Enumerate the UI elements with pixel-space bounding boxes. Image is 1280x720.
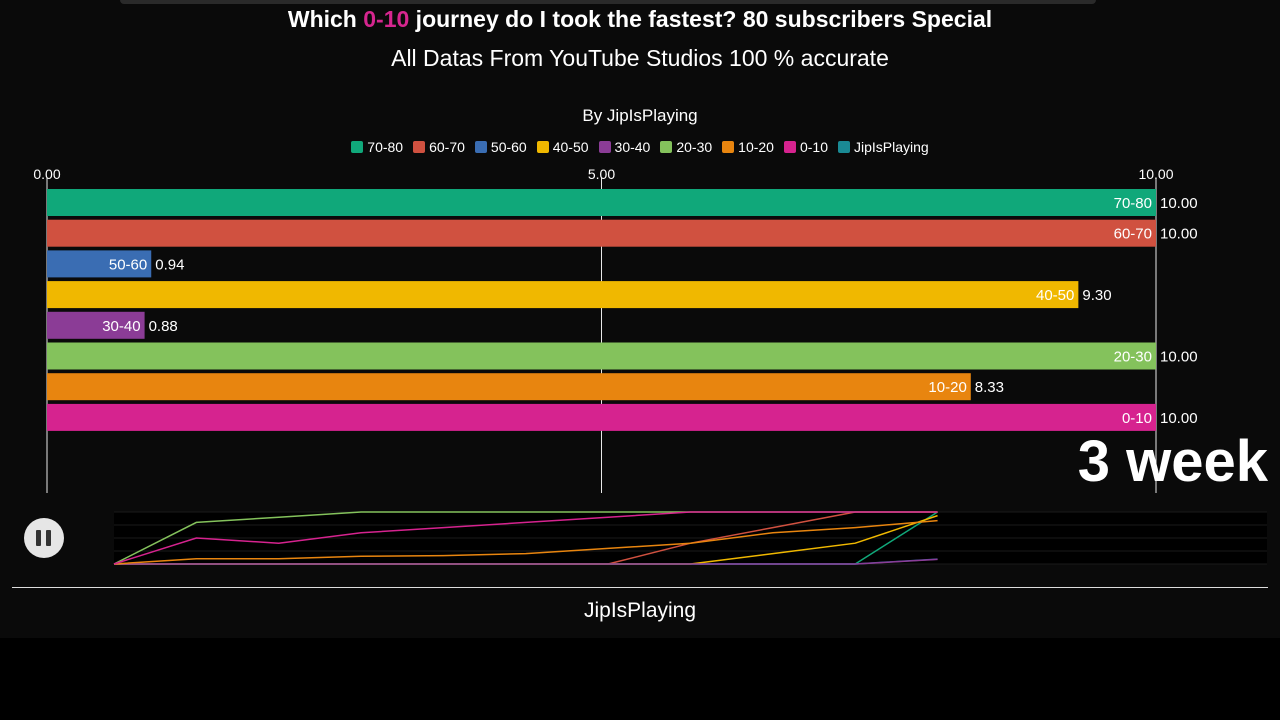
bar-0-10 bbox=[47, 403, 1156, 431]
legend-swatch bbox=[783, 141, 796, 153]
bar-value-label: 10.00 bbox=[1160, 195, 1198, 212]
footer-channel-name: JipIsPlaying bbox=[583, 599, 697, 622]
bar-value-label: 10.00 bbox=[1160, 410, 1198, 427]
bar-category-label: 50-60 bbox=[109, 256, 147, 273]
legend-item-20-30[interactable]: 20-30 bbox=[660, 139, 712, 155]
bar-category-label: 60-70 bbox=[1114, 226, 1152, 243]
x-tick-label: 0.00 bbox=[33, 166, 60, 182]
legend-swatch bbox=[838, 141, 850, 153]
date-label: 3 week bbox=[1077, 429, 1268, 494]
legend-item-10-20[interactable]: 10-20 bbox=[722, 139, 774, 155]
legend-item-60-70[interactable]: 60-70 bbox=[413, 139, 465, 155]
bar-10-20 bbox=[47, 373, 971, 401]
bar-value-label: 10.00 bbox=[1160, 349, 1198, 366]
legend-swatch bbox=[536, 141, 549, 153]
legend-label: 40-50 bbox=[552, 139, 589, 155]
bar-value-label: 8.33 bbox=[975, 379, 1004, 396]
chart-title: Which 0-10 journey do I took the fastest… bbox=[0, 6, 1280, 33]
bar-20-30 bbox=[47, 342, 1156, 370]
legend-label: 50-60 bbox=[490, 139, 527, 155]
legend-item-40-50[interactable]: 40-50 bbox=[536, 139, 589, 155]
legend-label: 60-70 bbox=[429, 139, 465, 155]
pause-button[interactable] bbox=[24, 518, 64, 558]
chart-stage: Which 0-10 journey do I took the fastest… bbox=[0, 0, 1280, 622]
x-tick-label: 5.00 bbox=[588, 166, 615, 182]
legend-label: 70-80 bbox=[367, 139, 404, 155]
bar-value-label: 0.88 bbox=[149, 318, 178, 335]
chart-byline: By JipIsPlaying bbox=[582, 106, 698, 125]
bar-60-70 bbox=[47, 219, 1156, 247]
chart-subtitle: All Datas From YouTube Studios 100 % acc… bbox=[391, 45, 889, 71]
bar-category-label: 20-30 bbox=[1114, 349, 1152, 366]
legend-item-jipisplaying[interactable]: JipIsPlaying bbox=[838, 139, 929, 155]
x-tick-label: 10.00 bbox=[1138, 166, 1173, 182]
bar-category-label: 0-10 bbox=[1122, 410, 1152, 427]
bar-value-label: 10.00 bbox=[1160, 226, 1198, 243]
legend-swatch bbox=[413, 141, 426, 153]
mini-line-30-40 bbox=[114, 558, 938, 565]
bar-value-label: 0.94 bbox=[155, 256, 184, 273]
legend: 70-80 60-70 50-60 40-50 30-40 20-30 10-20 0-10 J… bbox=[0, 139, 1280, 155]
mini-line-10-20 bbox=[113, 519, 938, 565]
title-prefix: Which bbox=[287, 6, 364, 32]
legend-item-70-80[interactable]: 70-80 bbox=[351, 139, 403, 155]
legend-swatch bbox=[722, 141, 735, 153]
legend-label: 20-30 bbox=[676, 139, 713, 155]
legend-label: 0-10 bbox=[799, 139, 828, 155]
divider bbox=[12, 587, 1268, 588]
bar-category-label: 40-50 bbox=[1036, 287, 1074, 304]
legend-label: 10-20 bbox=[738, 139, 774, 155]
bar-category-label: 30-40 bbox=[102, 318, 140, 335]
legend-swatch bbox=[351, 141, 364, 153]
bar-70-80 bbox=[47, 189, 1156, 216]
bar-category-label: 70-80 bbox=[1114, 195, 1152, 212]
bar-50-60 bbox=[47, 250, 152, 278]
title-highlight: 0-10 bbox=[363, 6, 410, 32]
bar-chart: 0.00 5.00 10.00 70-80 10.00 60-70 10.00 50-60 0.… bbox=[33, 166, 1198, 493]
legend-item-30-40[interactable]: 30-40 bbox=[598, 139, 651, 155]
legend-item-50-60[interactable]: 50-60 bbox=[474, 139, 527, 155]
legend-swatch bbox=[660, 141, 673, 153]
timeline-mini-chart[interactable] bbox=[84, 505, 1268, 579]
bar-value-label: 9.30 bbox=[1082, 287, 1111, 304]
legend-swatch bbox=[598, 141, 611, 153]
mini-line-0-10 bbox=[113, 511, 938, 565]
bar-40-50 bbox=[47, 281, 1079, 309]
legend-label: JipIsPlaying bbox=[854, 139, 929, 155]
bar-30-40 bbox=[47, 311, 145, 339]
top-bar bbox=[120, 0, 1096, 4]
bar-category-label: 10-20 bbox=[928, 379, 966, 396]
legend-swatch bbox=[474, 141, 487, 153]
title-suffix: journey do I took the fastest? 80 subscr… bbox=[409, 6, 993, 32]
legend-item-0-10[interactable]: 0-10 bbox=[783, 139, 828, 155]
legend-label: 30-40 bbox=[614, 139, 651, 155]
